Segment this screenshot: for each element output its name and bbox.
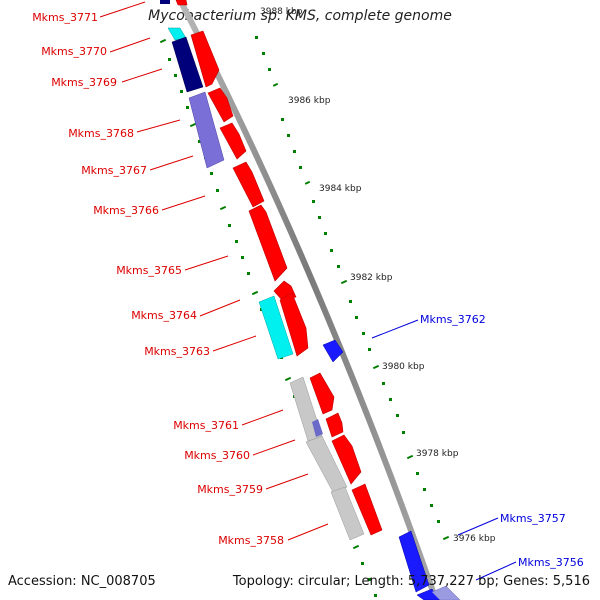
reverse-strand-genes: [167, 27, 461, 600]
gene-label[interactable]: Mkms_3765: [116, 264, 182, 277]
scale-label-3988: 3988 kbp: [260, 7, 303, 17]
gene-label[interactable]: Mkms_3770: [41, 45, 107, 58]
scale-label-3982: 3982 kbp: [350, 273, 393, 283]
gene-label[interactable]: Mkms_3771: [32, 11, 98, 24]
scale-label-3978: 3978 kbp: [416, 449, 459, 459]
gene-label[interactable]: Mkms_3760: [184, 449, 250, 462]
scale-label-3976: 3976 kbp: [453, 534, 496, 544]
map-title: Mycobacterium sp. KMS, complete genome: [148, 8, 452, 24]
genome-summary-text: Topology: circular; Length: 5,737,227 bp…: [232, 574, 590, 589]
gene-label[interactable]: Mkms_3759: [197, 483, 263, 496]
gene-label[interactable]: Mkms_3768: [68, 127, 134, 140]
gene-label[interactable]: Mkms_3762: [420, 313, 486, 326]
label-pointer-lines: [99, 1, 517, 581]
gene-label[interactable]: Mkms_3756: [518, 556, 584, 569]
gene-label[interactable]: Mkms_3767: [81, 164, 147, 177]
accession-text: Accession: NC_008705: [8, 574, 156, 589]
gene-label[interactable]: Mkms_3764: [131, 309, 197, 322]
gene-top-navy: [160, 0, 170, 4]
gene-labels-left: Mkms_3771 Mkms_3770 Mkms_3769 Mkms_3768 …: [32, 11, 284, 547]
gene-labels-right: Mkms_3762 Mkms_3757 Mkms_3756: [420, 313, 584, 569]
genome-backbone: [177, 0, 439, 600]
scale-labels: 3988 kbp 3986 kbp 3984 kbp 3982 kbp 3980…: [260, 7, 496, 544]
forward-strand-genes: [175, 0, 383, 536]
scale-label-3984: 3984 kbp: [319, 184, 362, 194]
scale-label-3980: 3980 kbp: [382, 362, 425, 372]
gene-label[interactable]: Mkms_3769: [51, 76, 117, 89]
scale-label-3986: 3986 kbp: [288, 96, 331, 106]
gene-label[interactable]: Mkms_3761: [173, 419, 239, 432]
gene-label[interactable]: Mkms_3758: [218, 534, 284, 547]
gene-label[interactable]: Mkms_3763: [144, 345, 210, 358]
outer-tick-ring: [255, 36, 450, 541]
gene-label[interactable]: Mkms_3757: [500, 512, 566, 525]
gene-label[interactable]: Mkms_3766: [93, 204, 159, 217]
